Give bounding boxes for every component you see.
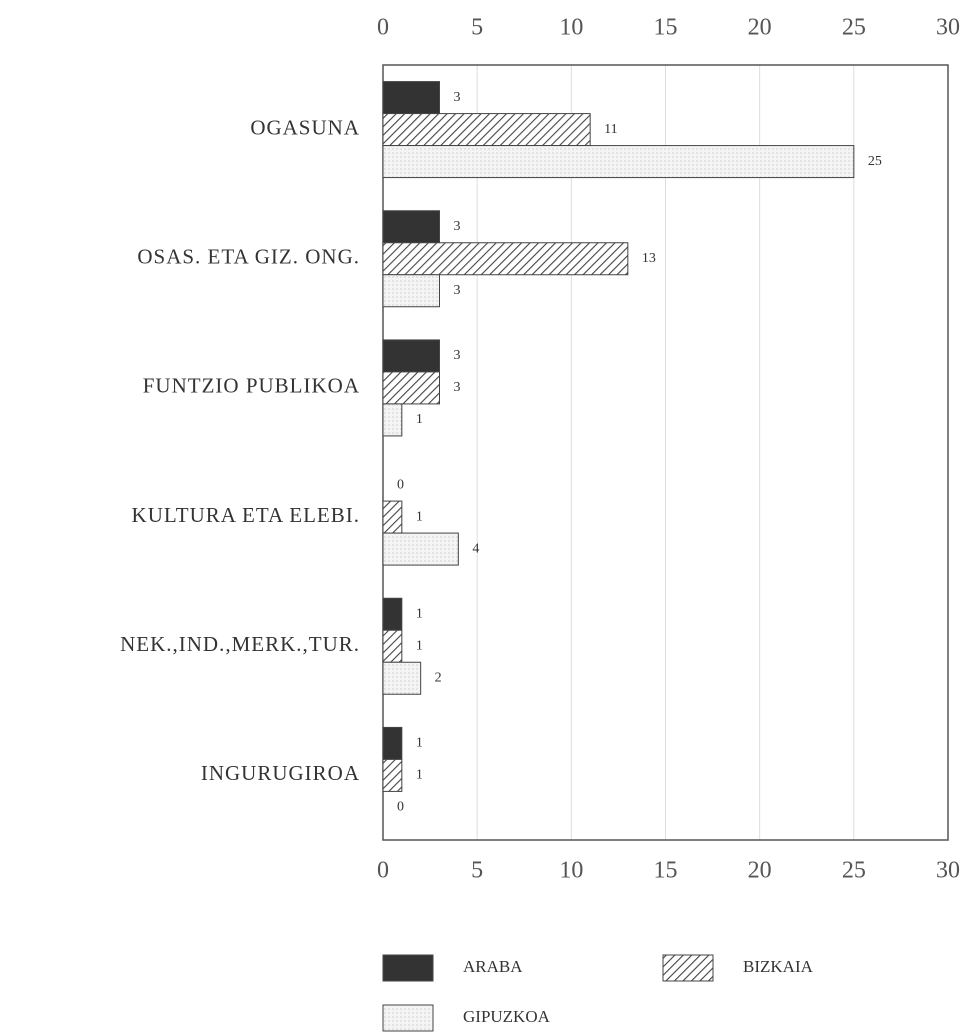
bar: [382, 758, 403, 792]
value-label: 3: [454, 380, 461, 395]
value-label: 1: [416, 606, 423, 621]
x-tick-label-bottom: 30: [936, 858, 960, 884]
bar: [382, 532, 459, 566]
x-tick-label-top: 25: [842, 15, 866, 41]
x-tick-label-top: 15: [654, 15, 678, 41]
x-tick-label-bottom: 20: [748, 858, 772, 884]
x-tick-label-bottom: 15: [654, 858, 678, 884]
value-label: 0: [397, 477, 404, 492]
value-label: 3: [454, 283, 461, 298]
bar: [382, 403, 403, 437]
value-label: 1: [416, 768, 423, 783]
category-label: NEK.,IND.,MERK.,TUR.: [120, 632, 360, 656]
category-label: OGASUNA: [250, 115, 360, 139]
legend-label: ARABA: [463, 957, 523, 976]
x-tick-label-bottom: 10: [559, 858, 583, 884]
bar: [382, 81, 440, 115]
bar: [382, 210, 440, 244]
x-tick-label-top: 5: [471, 15, 483, 41]
x-tick-label-top: 20: [748, 15, 772, 41]
bar: [382, 242, 629, 276]
legend-label: BIZKAIA: [743, 957, 814, 976]
value-label: 1: [416, 736, 423, 751]
x-tick-label-bottom: 5: [471, 858, 483, 884]
legend-swatch: [662, 954, 714, 982]
legend-swatch: [382, 1004, 434, 1032]
value-label: 1: [416, 638, 423, 653]
value-label: 25: [868, 154, 882, 169]
category-label: KULTURA ETA ELEBI.: [132, 503, 360, 527]
value-label: 2: [435, 670, 442, 685]
plot-frame: [382, 64, 949, 841]
value-label: 1: [416, 412, 423, 427]
x-tick-label-bottom: 25: [842, 858, 866, 884]
value-label: 1: [416, 509, 423, 524]
legend-label: GIPUZKOA: [463, 1007, 551, 1026]
x-tick-label-top: 0: [377, 15, 389, 41]
bar: [382, 371, 440, 405]
bar: [382, 661, 422, 695]
value-label: 3: [454, 219, 461, 234]
bar: [382, 629, 403, 663]
value-label: 13: [642, 251, 656, 266]
bar: [382, 145, 855, 179]
value-label: 0: [397, 800, 404, 815]
value-label: 3: [454, 348, 461, 363]
bar: [382, 274, 440, 308]
bar: [382, 339, 440, 373]
value-label: 4: [472, 541, 479, 556]
bar: [382, 500, 403, 534]
value-label: 3: [454, 90, 461, 105]
x-tick-label-top: 10: [559, 15, 583, 41]
legend-swatch: [382, 954, 434, 982]
value-label: 11: [604, 122, 617, 137]
category-label: OSAS. ETA GIZ. ONG.: [137, 245, 360, 269]
category-label: INGURUGIROA: [201, 761, 360, 785]
x-tick-label-bottom: 0: [377, 858, 389, 884]
category-label: FUNTZIO PUBLIKOA: [143, 374, 360, 398]
x-tick-label-top: 30: [936, 15, 960, 41]
bar: [382, 726, 403, 760]
bar: [382, 113, 591, 147]
bar: [382, 597, 403, 631]
